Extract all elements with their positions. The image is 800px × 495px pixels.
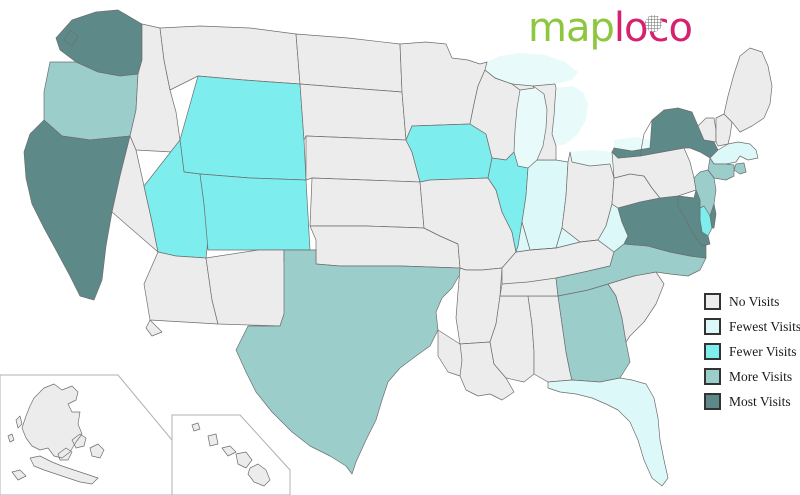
legend-swatch-most-visits — [704, 393, 721, 410]
state-HI[interactable] — [191, 422, 271, 487]
great-lakes-water — [485, 53, 652, 168]
state-CA[interactable] — [23, 119, 131, 301]
state-FL[interactable] — [547, 377, 669, 487]
state-MI[interactable] — [484, 69, 557, 161]
state-AK[interactable] — [7, 383, 105, 485]
legend-item-fewest-visits[interactable]: Fewest Visits — [704, 315, 800, 338]
state-CO[interactable] — [199, 173, 311, 251]
legend-label-fewest-visits: Fewest Visits — [729, 318, 800, 334]
state-NE[interactable] — [305, 135, 421, 183]
lake-erie — [570, 150, 618, 166]
legend-item-no-visits[interactable]: No Visits — [704, 290, 800, 313]
state-WA[interactable] — [55, 9, 143, 77]
alaska-inset[interactable] — [0, 374, 173, 495]
hawaii-inset[interactable] — [171, 414, 291, 495]
state-MD[interactable] — [677, 189, 717, 247]
legend-label-most-visits: Most Visits — [729, 393, 791, 409]
legend-swatch-fewest-visits — [704, 318, 721, 335]
legend-label-no-visits: No Visits — [729, 293, 780, 309]
legend-label-more-visits: More Visits — [729, 368, 793, 384]
map-legend: No Visits Fewest Visits Fewer Visits Mor… — [704, 290, 800, 415]
legend-swatch-more-visits — [704, 368, 721, 385]
state-IA[interactable] — [405, 123, 493, 183]
state-WY[interactable] — [175, 75, 307, 181]
state-SD[interactable] — [299, 83, 407, 141]
lake-huron — [552, 86, 588, 146]
state-ME[interactable] — [723, 47, 773, 133]
hawaii-inset-border — [171, 414, 291, 495]
lake-michigan — [514, 88, 547, 168]
legend-swatch-fewer-visits — [704, 343, 721, 360]
logo-text-map: map — [528, 5, 615, 51]
state-KS[interactable] — [309, 177, 425, 229]
maploco-logo[interactable]: maploco — [528, 5, 693, 51]
legend-item-fewer-visits[interactable]: Fewer Visits — [704, 340, 800, 363]
lake-superior — [485, 53, 578, 86]
legend-swatch-no-visits — [704, 293, 721, 310]
state-RI[interactable] — [733, 162, 747, 175]
legend-label-fewer-visits: Fewer Visits — [729, 343, 797, 359]
legend-item-more-visits[interactable]: More Visits — [704, 365, 800, 388]
state-MA[interactable] — [709, 141, 759, 165]
legend-item-most-visits[interactable]: Most Visits — [704, 390, 800, 413]
state-NH[interactable] — [715, 113, 733, 147]
state-ND[interactable] — [295, 33, 403, 93]
